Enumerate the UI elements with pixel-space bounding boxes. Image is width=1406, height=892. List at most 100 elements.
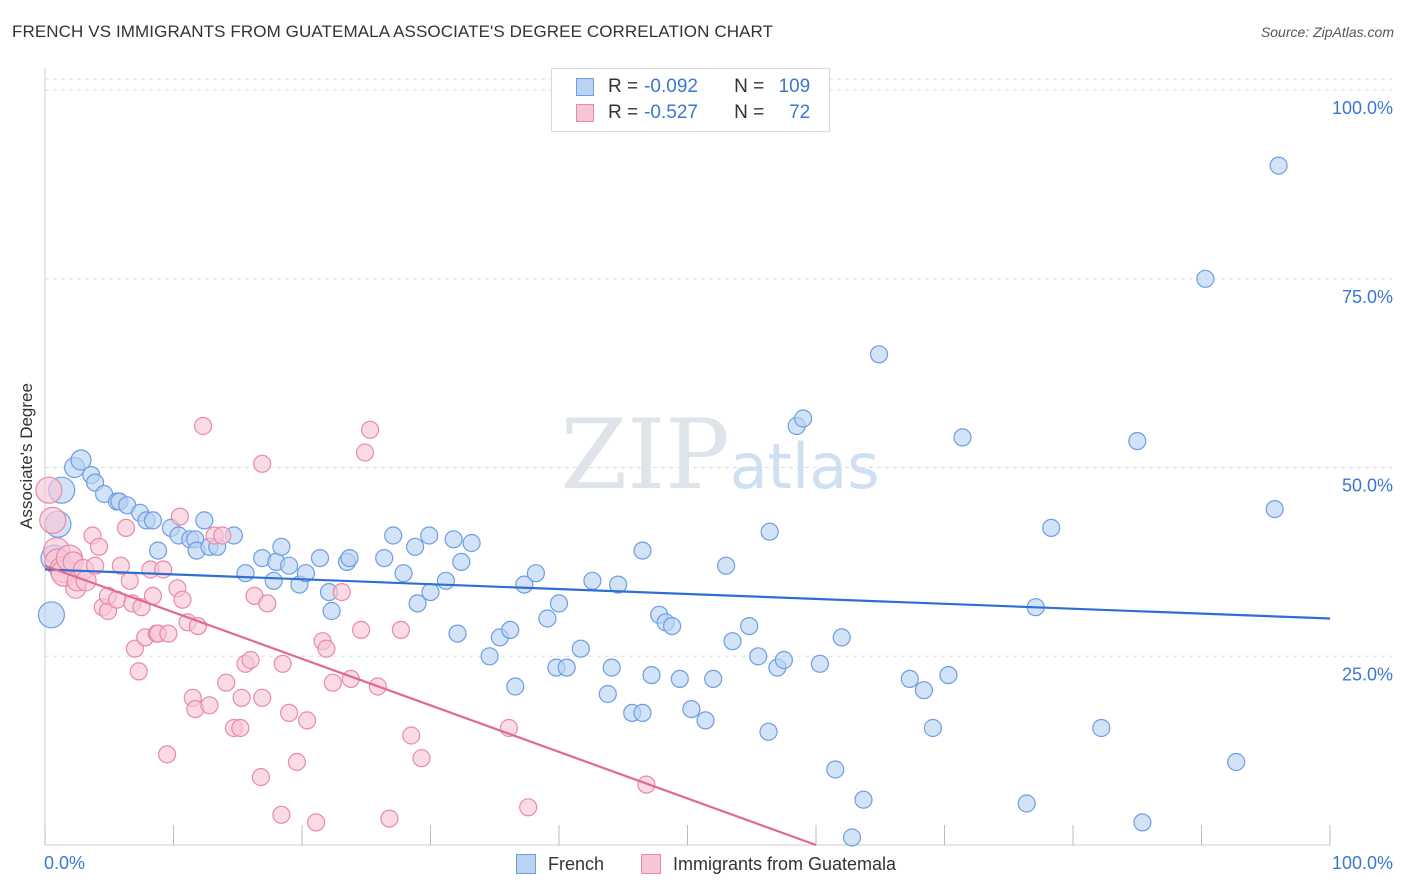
french-point [236, 564, 255, 583]
y-tick-label: 25.0% [1342, 664, 1393, 684]
french-point [723, 632, 742, 651]
french-point [480, 647, 499, 666]
legend-n-label: N = [734, 102, 765, 123]
french-point [1196, 269, 1215, 288]
guatemala-point [317, 639, 336, 658]
tick-labels: 25.0% 50.0% 75.0% 100.0% 0.0% 100.0% [44, 98, 1393, 873]
guatemala-point [159, 624, 178, 643]
french-point [759, 722, 778, 741]
x-tick-label-min: 0.0% [44, 853, 85, 873]
french-point [462, 533, 481, 553]
french-point [1265, 500, 1284, 519]
french-point [1227, 752, 1246, 772]
guatemala-point [217, 673, 236, 692]
french-point [740, 616, 759, 636]
french-point [1042, 518, 1061, 538]
y-axis-label: Associate's Degree [17, 383, 36, 529]
guatemala-point [213, 526, 232, 545]
french-points [37, 156, 1288, 847]
guatemala-point [402, 726, 421, 745]
french-point [602, 658, 621, 677]
axes [44, 68, 1331, 846]
french-point [1269, 156, 1288, 175]
guatemala-point [89, 537, 109, 556]
legend-row-guatemala: R = -0.527 N = 72 [576, 100, 810, 126]
french-point [310, 548, 330, 568]
french-point [408, 594, 427, 613]
french-point [1128, 432, 1147, 451]
french-point [760, 522, 779, 541]
french-point [280, 556, 299, 575]
french-point [914, 681, 934, 700]
french-point [143, 511, 162, 530]
french-point [826, 760, 845, 779]
legend-item-guatemala[interactable]: Immigrants from Guatemala [641, 852, 896, 876]
french-point [670, 669, 689, 689]
french-point [195, 511, 214, 530]
french-point [608, 575, 628, 594]
guatemala-point [355, 443, 375, 462]
guatemala-point [332, 582, 351, 602]
x-tick-label-max: 100.0% [1332, 853, 1393, 873]
guatemala-point [380, 809, 399, 828]
guatemala-point [361, 420, 380, 439]
french-point [598, 684, 617, 704]
french-point [682, 699, 701, 719]
guatemala-point [323, 673, 342, 692]
guatemala-point [154, 560, 173, 579]
french-point [394, 564, 413, 583]
guatemala-point [241, 650, 260, 670]
french-point [793, 409, 813, 428]
french-point [869, 345, 889, 364]
french-point [939, 665, 958, 685]
french-swatch [576, 78, 594, 96]
guatemala-point [158, 745, 177, 764]
watermark-zip: ZIP [560, 399, 729, 511]
legend-r-label: R = [608, 102, 639, 123]
french-n-value: 109 [778, 76, 811, 97]
french-point [272, 537, 291, 556]
guatemala-point [111, 556, 130, 575]
french-point [420, 526, 439, 545]
french-point [633, 703, 652, 723]
french-point [452, 552, 471, 572]
watermark: ZIPatlas [560, 399, 879, 511]
french-point [810, 654, 830, 673]
french-trend-line [44, 568, 1331, 620]
legend-item-french[interactable]: French [516, 852, 604, 876]
french-point [448, 624, 467, 643]
french-point [1017, 794, 1036, 813]
guatemala-point [253, 454, 272, 473]
french-point [704, 669, 723, 689]
legend-row-french: R = -0.092 N = 109 [576, 74, 810, 100]
stats-legend: R = -0.092 N = 109 R = -0.527 N = 72 [551, 68, 830, 132]
guatemala-point [298, 711, 317, 730]
guatemala-point [120, 571, 139, 590]
guatemala-legend-swatch [641, 854, 661, 874]
french-point [953, 428, 972, 447]
french-point [583, 571, 602, 590]
guatemala-point [173, 590, 192, 609]
french-point [749, 647, 768, 666]
guatemala-point [194, 416, 213, 436]
guatemala-swatch [576, 104, 594, 122]
french-point [506, 677, 525, 696]
guatemala-point [272, 805, 291, 824]
guatemala-point [232, 688, 251, 707]
french-point [662, 616, 682, 636]
french-point [774, 650, 794, 670]
french-point [322, 601, 341, 621]
french-point [549, 594, 569, 613]
french-point [384, 526, 403, 545]
guatemala-point [519, 798, 538, 817]
french-point [444, 530, 463, 549]
french-point [406, 537, 425, 556]
french-point [696, 711, 715, 730]
french-point [633, 541, 652, 560]
french-point [1092, 718, 1111, 738]
chart-source: Source: ZipAtlas.com [1260, 24, 1394, 40]
french-point [296, 564, 315, 583]
chart-title: FRENCH VS IMMIGRANTS FROM GUATEMALA ASSO… [12, 22, 774, 41]
french-point [716, 556, 736, 575]
